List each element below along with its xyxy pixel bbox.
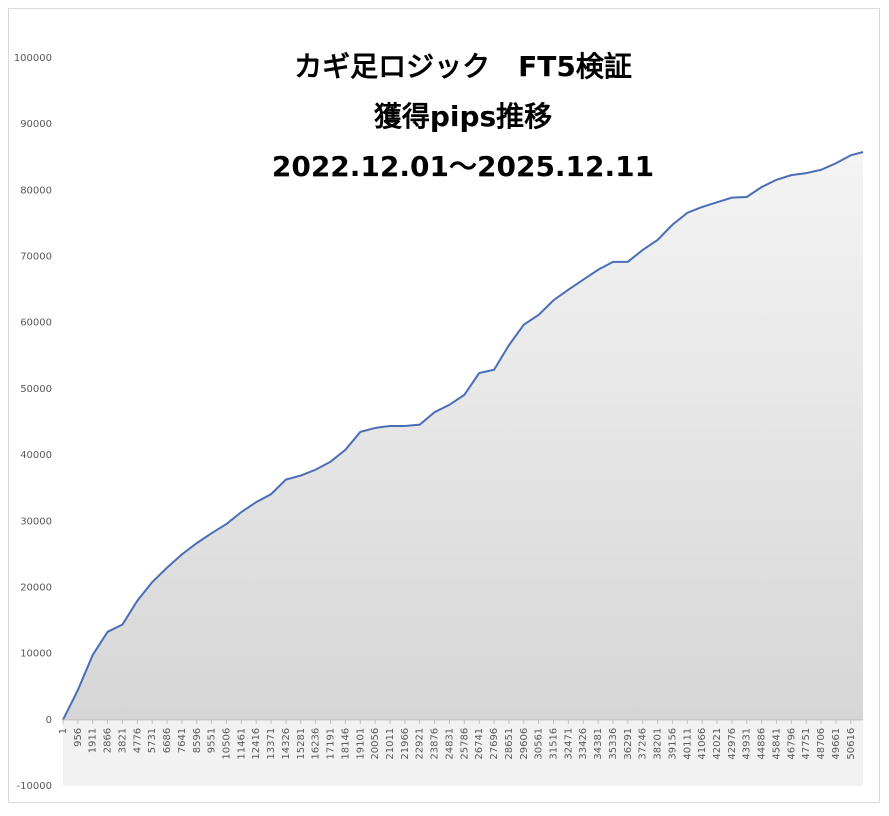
x-tick-label: 49661 bbox=[831, 728, 842, 760]
x-tick-label: 48706 bbox=[816, 728, 827, 760]
x-tick-label: 18146 bbox=[340, 728, 351, 760]
x-tick-label: 32471 bbox=[563, 728, 574, 760]
y-tick-label: 0 bbox=[46, 715, 52, 726]
y-tick-label: -10000 bbox=[17, 781, 52, 792]
y-tick-label: 100000 bbox=[14, 53, 52, 64]
x-tick-label: 956 bbox=[73, 728, 84, 747]
x-tick-label: 38201 bbox=[653, 728, 664, 760]
x-tick-label: 28651 bbox=[504, 728, 515, 760]
x-tick-label: 31516 bbox=[549, 728, 560, 760]
x-tick-label: 25786 bbox=[459, 728, 470, 760]
x-tick-label: 44886 bbox=[757, 728, 768, 760]
x-tick-label: 39156 bbox=[667, 728, 678, 760]
x-tick-label: 34381 bbox=[593, 728, 604, 760]
x-axis-band bbox=[63, 720, 863, 786]
x-tick-label: 21966 bbox=[400, 728, 411, 760]
line bbox=[62, 151, 864, 721]
x-tick-label: 19101 bbox=[355, 728, 366, 760]
y-tick-label: 10000 bbox=[20, 649, 52, 660]
x-tick-label: 21011 bbox=[385, 728, 396, 760]
x-tick-label: 14326 bbox=[281, 728, 292, 760]
x-tick-label: 30561 bbox=[534, 728, 545, 760]
y-tick-label: 50000 bbox=[20, 384, 52, 395]
x-tick-label: 29606 bbox=[519, 728, 530, 760]
y-tick-label: 40000 bbox=[20, 450, 52, 461]
x-tick-label: 5731 bbox=[147, 728, 158, 753]
y-tick-label: 20000 bbox=[20, 582, 52, 593]
y-tick-label: 60000 bbox=[20, 318, 52, 329]
x-tick-label: 15281 bbox=[296, 728, 307, 760]
x-tick-label: 47751 bbox=[801, 728, 812, 760]
x-tick-label: 10506 bbox=[222, 728, 233, 760]
x-tick-label: 36291 bbox=[623, 728, 634, 760]
x-tick-label: 22921 bbox=[415, 728, 426, 760]
x-tick-label: 23876 bbox=[430, 728, 441, 760]
x-tick-label: 42976 bbox=[727, 728, 738, 760]
y-tick-label: 70000 bbox=[20, 252, 52, 263]
x-tick-label: 40111 bbox=[682, 728, 693, 760]
x-tick-label: 13371 bbox=[266, 728, 277, 760]
x-tick-label: 6686 bbox=[162, 728, 173, 753]
x-tick-label: 17191 bbox=[326, 728, 337, 760]
x-tick-label: 37246 bbox=[638, 728, 649, 760]
x-tick-label: 11461 bbox=[236, 728, 247, 760]
chart-title: 2022.12.01～2025.12.11 bbox=[272, 150, 654, 183]
x-tick-label: 45841 bbox=[771, 728, 782, 760]
y-tick-label: 30000 bbox=[20, 516, 52, 527]
y-tick-label: 90000 bbox=[20, 119, 52, 130]
x-tick-label: 26741 bbox=[474, 728, 485, 760]
x-tick-label: 12416 bbox=[251, 728, 262, 760]
chart-title: 獲得pips推移 bbox=[374, 100, 552, 133]
x-tick-label: 42021 bbox=[712, 728, 723, 760]
x-tick-label: 46796 bbox=[786, 728, 797, 760]
y-tick-label: 80000 bbox=[20, 185, 52, 196]
x-tick-label: 24831 bbox=[444, 728, 455, 760]
x-tick-label: 1 bbox=[58, 728, 69, 734]
x-tick-label: 27696 bbox=[489, 728, 500, 760]
x-tick-label: 3821 bbox=[117, 728, 128, 753]
x-tick-label: 16236 bbox=[311, 728, 322, 760]
x-tick-label: 8596 bbox=[192, 728, 203, 753]
x-tick-label: 4776 bbox=[132, 728, 143, 753]
x-tick-label: 7641 bbox=[177, 728, 188, 753]
area bbox=[63, 151, 863, 720]
x-tick-label: 2866 bbox=[103, 728, 114, 753]
x-tick-label: 41066 bbox=[697, 728, 708, 760]
x-tick-label: 20056 bbox=[370, 728, 381, 760]
chart-title: カギ足ロジック FT5検証 bbox=[294, 50, 632, 83]
x-tick-label: 50616 bbox=[846, 728, 857, 760]
x-tick-label: 1911 bbox=[88, 728, 99, 753]
x-tick-label: 33426 bbox=[578, 728, 589, 760]
x-tick-label: 43931 bbox=[742, 728, 753, 760]
x-tick-label: 35336 bbox=[608, 728, 619, 760]
x-tick-label: 9551 bbox=[207, 728, 218, 753]
